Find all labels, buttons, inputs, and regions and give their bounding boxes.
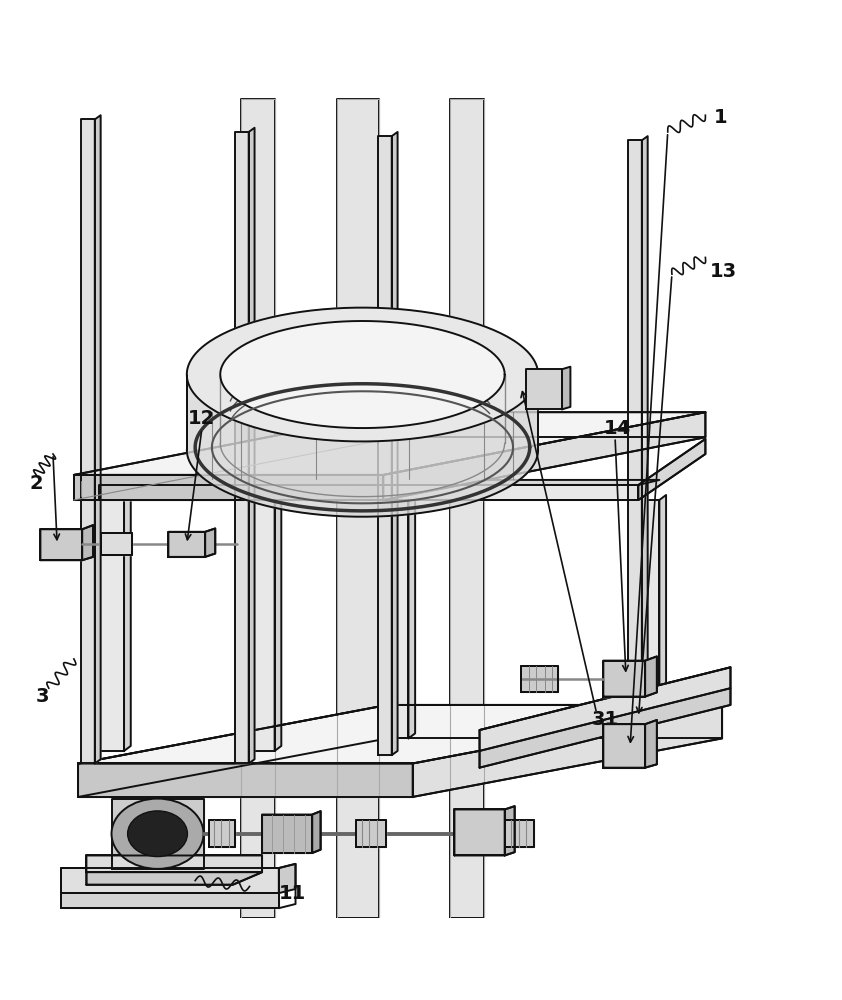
Ellipse shape — [128, 811, 188, 857]
Polygon shape — [74, 412, 706, 475]
Polygon shape — [504, 806, 514, 855]
Polygon shape — [387, 500, 408, 738]
Polygon shape — [187, 308, 538, 441]
Polygon shape — [279, 864, 296, 893]
Text: 11: 11 — [279, 884, 306, 903]
Text: 13: 13 — [710, 262, 737, 281]
Polygon shape — [645, 656, 657, 697]
Ellipse shape — [111, 799, 204, 869]
Polygon shape — [221, 321, 504, 428]
Polygon shape — [450, 99, 484, 918]
Polygon shape — [383, 412, 706, 500]
Polygon shape — [638, 439, 706, 500]
Text: 31: 31 — [591, 710, 619, 729]
Polygon shape — [642, 136, 647, 705]
Polygon shape — [253, 500, 274, 751]
Polygon shape — [645, 720, 657, 768]
Polygon shape — [40, 529, 83, 560]
Polygon shape — [61, 893, 279, 908]
Polygon shape — [209, 820, 235, 847]
Polygon shape — [82, 119, 95, 763]
Polygon shape — [187, 375, 538, 517]
Polygon shape — [262, 815, 312, 853]
Polygon shape — [504, 820, 534, 847]
Polygon shape — [562, 367, 570, 409]
Polygon shape — [221, 321, 504, 428]
Polygon shape — [124, 495, 131, 751]
Text: 2: 2 — [29, 474, 43, 493]
Polygon shape — [248, 128, 254, 763]
Polygon shape — [111, 799, 204, 869]
Text: 12: 12 — [189, 409, 216, 428]
Polygon shape — [205, 528, 216, 557]
Polygon shape — [356, 820, 386, 847]
Polygon shape — [78, 763, 413, 797]
Polygon shape — [82, 481, 99, 500]
Polygon shape — [235, 132, 248, 763]
Polygon shape — [338, 99, 379, 918]
Polygon shape — [102, 533, 132, 555]
Polygon shape — [378, 136, 392, 755]
Text: 14: 14 — [604, 419, 632, 438]
Polygon shape — [604, 661, 645, 697]
Polygon shape — [74, 475, 383, 500]
Polygon shape — [521, 666, 558, 692]
Text: 1: 1 — [714, 108, 727, 127]
Polygon shape — [61, 868, 279, 893]
Polygon shape — [392, 132, 397, 755]
Text: 3: 3 — [36, 687, 50, 706]
Polygon shape — [659, 495, 666, 692]
Polygon shape — [526, 369, 562, 409]
Polygon shape — [274, 495, 281, 751]
Polygon shape — [83, 525, 93, 560]
Polygon shape — [241, 99, 274, 918]
Polygon shape — [99, 485, 638, 500]
Polygon shape — [87, 872, 262, 885]
Polygon shape — [480, 688, 731, 768]
Polygon shape — [638, 500, 659, 692]
Polygon shape — [78, 705, 722, 763]
Polygon shape — [628, 140, 642, 705]
Polygon shape — [99, 500, 124, 751]
Polygon shape — [95, 115, 101, 763]
Polygon shape — [455, 809, 504, 855]
Polygon shape — [87, 855, 262, 872]
Polygon shape — [604, 724, 645, 768]
Polygon shape — [312, 811, 321, 853]
Polygon shape — [480, 667, 731, 751]
Polygon shape — [402, 480, 659, 485]
Polygon shape — [168, 532, 205, 557]
Polygon shape — [408, 495, 415, 738]
Polygon shape — [413, 705, 722, 797]
